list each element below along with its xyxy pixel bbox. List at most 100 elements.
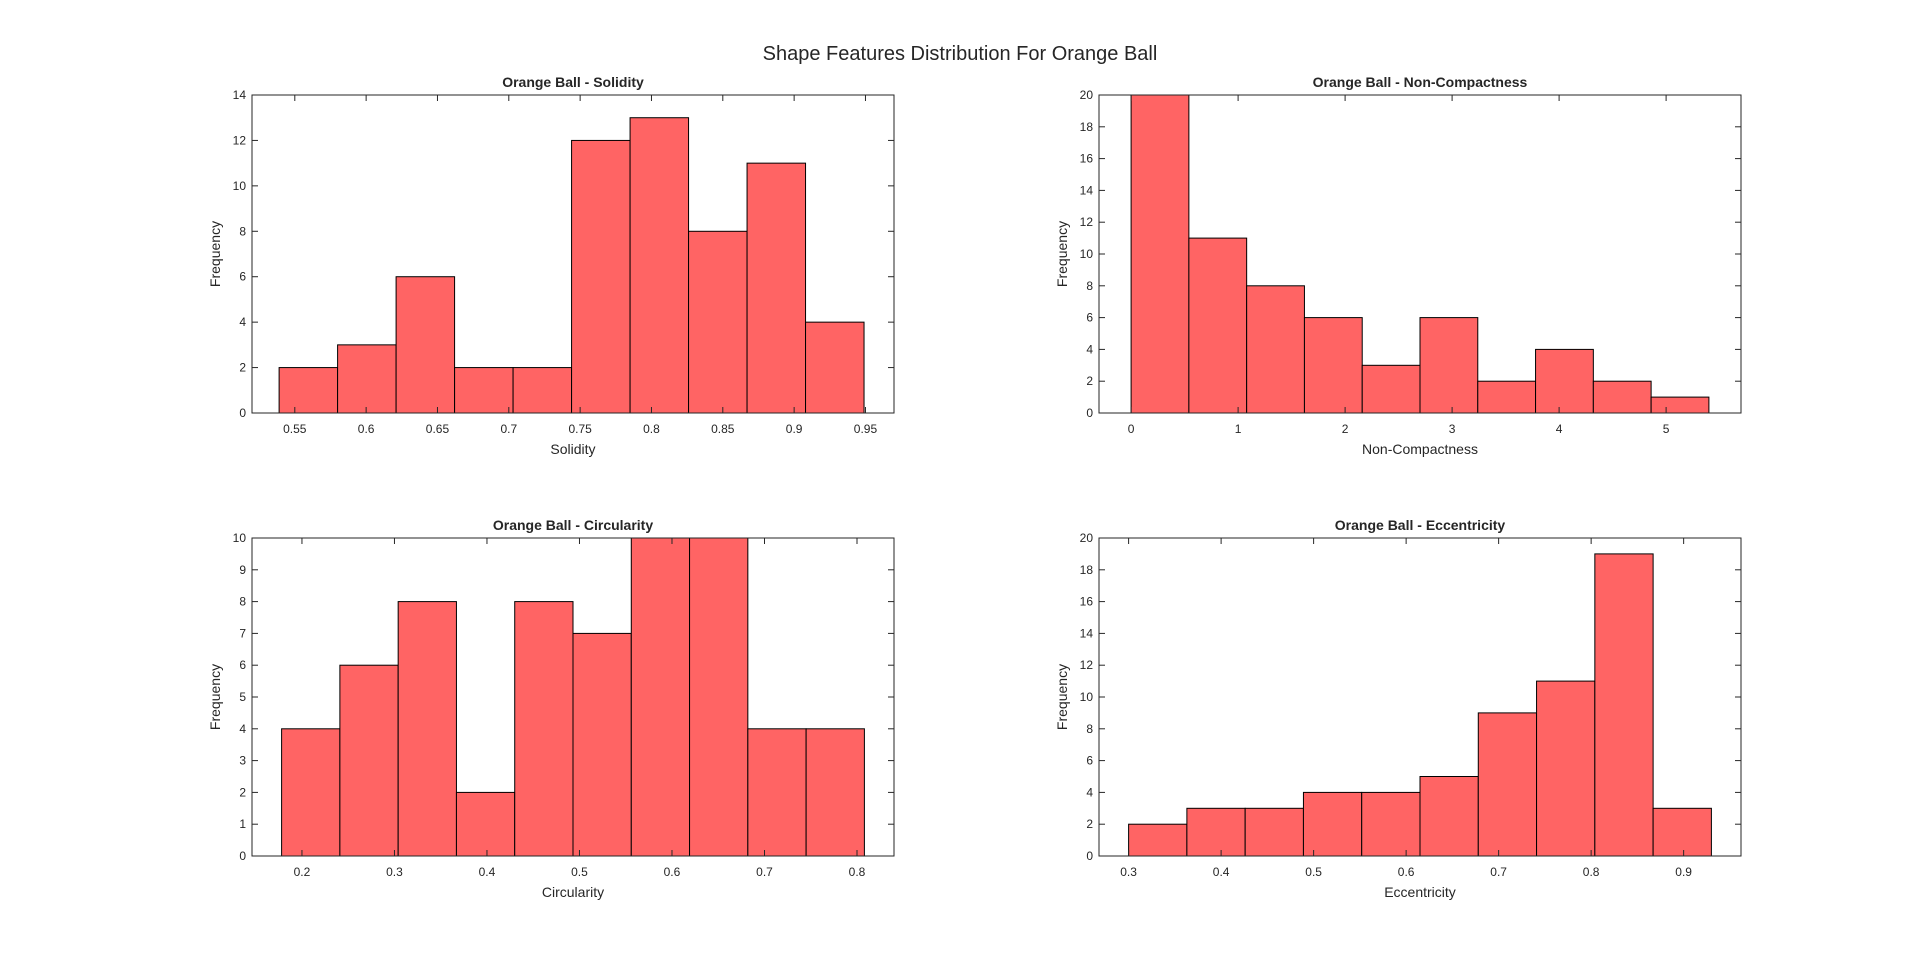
bar-eccentricity-7 [1477,712,1538,857]
x-tick-label-eccentricity-6: 0.9 [1675,865,1692,879]
x-tick-label-solidity-4: 0.75 [568,422,592,436]
bar-circularity-4 [455,791,516,857]
bar-solidity-2 [337,344,397,414]
bar-circularity-5 [514,601,574,857]
x-axis-label-non-compactness: Non-Compactness [1362,441,1478,457]
subplot-eccentricity: 0.3 0.4 0.5 0.6 0.7 0.8 0.9 0 2 4 6 8 10 12 14 16 18 20 Or… [1054,517,1742,900]
bar-eccentricity-8 [1536,680,1596,857]
y-tick-label-eccentricity-6: 12 [1080,658,1094,672]
bar-non-compactness-5 [1361,364,1421,414]
x-tick-label-eccentricity-5: 0.8 [1583,865,1600,879]
bar-circularity-8 [689,537,749,857]
x-tick-label-non-compactness-0: 0 [1128,422,1135,436]
y-tick-label-non-compactness-7: 14 [1080,183,1094,197]
x-tick-label-solidity-5: 0.8 [643,422,660,436]
y-axis-label-non-compactness: Frequency [1054,221,1070,287]
subplot-title-eccentricity: Orange Ball - Eccentricity [1335,517,1506,533]
bar-non-compactness-1 [1130,94,1190,414]
bar-eccentricity-9 [1594,553,1654,857]
x-tick-label-circularity-4: 0.6 [664,865,681,879]
y-tick-label-non-compactness-3: 6 [1086,311,1093,325]
bar-circularity-1 [281,728,341,857]
y-tick-label-solidity-7: 14 [233,88,247,102]
bar-eccentricity-6 [1419,776,1479,857]
y-tick-label-circularity-6: 6 [239,658,246,672]
y-tick-label-eccentricity-4: 8 [1086,722,1093,736]
bar-solidity-8 [688,230,748,414]
y-tick-label-circularity-8: 8 [239,595,246,609]
subplots: 0.55 0.6 0.6 5 0.7 0.75 0.8 0.85 0.9 0.95 0 2 4 6 8 10 1… [207,74,1742,900]
x-tick-label-eccentricity-3: 0.6 [1398,865,1415,879]
bar-eccentricity-2 [1186,807,1246,857]
y-tick-label-circularity-4: 4 [239,722,246,736]
y-tick-label-eccentricity-8: 16 [1080,595,1094,609]
y-tick-label-eccentricity-7: 14 [1080,626,1094,640]
y-axis-label-solidity: Frequency [207,221,223,287]
y-tick-label-non-compactness-10: 20 [1080,88,1094,102]
bar-eccentricity-10 [1652,807,1712,857]
y-tick-label-eccentricity-10: 20 [1080,531,1094,545]
figure-title: Shape Features Distribution For Orange B… [763,43,1158,65]
bar-non-compactness-8 [1535,348,1594,414]
y-tick-label-circularity-3: 3 [239,754,246,768]
x-axis-label-eccentricity: Eccentricity [1384,884,1456,900]
y-tick-label-circularity-0: 0 [239,849,246,863]
y-tick-label-eccentricity-3: 6 [1086,754,1093,768]
y-tick-label-non-compactness-8: 16 [1080,152,1094,166]
y-tick-label-non-compactness-6: 12 [1080,215,1094,229]
x-tick-label-circularity-5: 0.7 [756,865,773,879]
y-tick-label-circularity-2: 2 [239,785,246,799]
y-tick-label-solidity-6: 12 [233,133,247,147]
y-tick-label-eccentricity-0: 0 [1086,849,1093,863]
y-tick-label-non-compactness-0: 0 [1086,406,1093,420]
bar-non-compactness-4 [1303,317,1363,414]
y-tick-label-circularity-5: 5 [239,690,246,704]
y-tick-label-eccentricity-2: 4 [1086,785,1093,799]
x-tick-label-non-compactness-2: 2 [1342,422,1349,436]
bar-circularity-9 [747,728,807,857]
y-tick-label-solidity-5: 10 [233,179,247,193]
bar-solidity-9 [746,162,807,414]
bar-eccentricity-1 [1128,823,1188,857]
bar-solidity-10 [805,321,865,414]
y-tick-label-non-compactness-1: 2 [1086,374,1093,388]
bar-circularity-7 [630,537,691,857]
x-tick-label-eccentricity-2: 0.5 [1305,865,1322,879]
bar-solidity-7 [629,117,690,414]
x-tick-label-solidity-0: 0.55 [283,422,307,436]
x-tick-label-solidity-3: 0.7 [500,422,517,436]
x-tick-label-eccentricity-4: 0.7 [1490,865,1507,879]
bar-non-compactness-3 [1246,285,1305,414]
x-tick-label-circularity-1: 0.3 [386,865,403,879]
x-tick-label-solidity-6: 0.85 [711,422,735,436]
y-tick-label-circularity-7: 7 [239,626,246,640]
y-axis-label-eccentricity: Frequency [1054,664,1070,730]
subplot-title-circularity: Orange Ball - Circularity [493,517,653,533]
bar-solidity-5 [512,367,573,414]
bar-solidity-4 [454,367,514,414]
y-tick-label-non-compactness-5: 10 [1080,247,1094,261]
x-tick-label-solidity-8: 0.95 [854,422,878,436]
bar-circularity-6 [572,632,632,857]
bar-circularity-3 [397,601,457,857]
axes-box-solidity [251,94,895,414]
y-tick-label-solidity-3: 6 [239,270,246,284]
y-tick-label-solidity-2: 4 [239,315,246,329]
x-tick-label-non-compactness-3: 3 [1449,422,1456,436]
x-axis-label-circularity: Circularity [542,884,604,900]
bar-non-compactness-7 [1477,380,1537,414]
bar-circularity-2 [339,664,399,857]
bar-solidity-3 [395,276,456,414]
bar-circularity-10 [805,728,865,857]
bar-solidity-6 [571,139,631,414]
y-tick-label-solidity-1: 2 [239,361,246,375]
subplot-circularity: 0.2 0.3 0.4 0.5 0.6 0.7 0.8 0 1 2 3 4 5 6 7 8 9 10 Orange … [207,517,895,900]
x-tick-label-circularity-6: 0.8 [849,865,866,879]
bar-eccentricity-3 [1244,807,1304,857]
x-tick-label-non-compactness-4: 4 [1556,422,1563,436]
y-tick-label-non-compactness-9: 18 [1080,120,1094,134]
x-tick-label-eccentricity-1: 0.4 [1213,865,1230,879]
y-tick-label-non-compactness-2: 4 [1086,342,1093,356]
